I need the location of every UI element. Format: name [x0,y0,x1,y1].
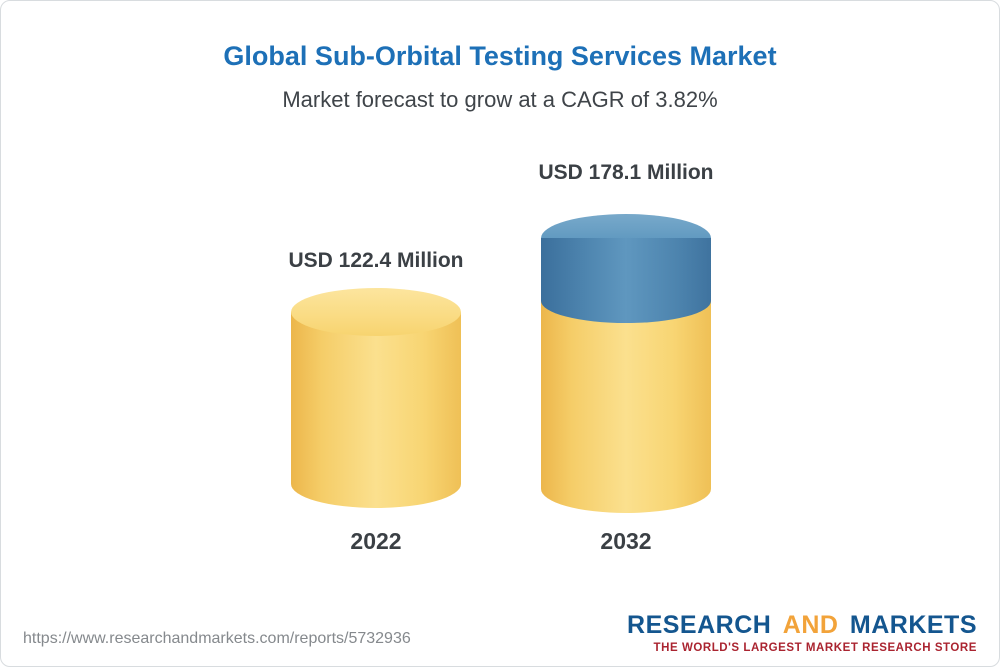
brand-logo-tagline: THE WORLD'S LARGEST MARKET RESEARCH STOR… [653,642,977,654]
brand-logo-research: RESEARCH [627,611,772,639]
cylinder-2022-body [291,312,461,508]
cylinder-2032-base-segment [541,301,711,513]
brand-logo: RESEARCH AND MARKETS THE WORLD'S LARGEST… [627,611,977,654]
report-url: https://www.researchandmarkets.com/repor… [23,630,411,647]
value-label-2022: USD 122.4 Million [288,249,464,272]
chart-title: Global Sub-Orbital Testing Services Mark… [223,41,777,71]
value-label-2032: USD 178.1 Million [538,161,714,184]
category-label-2022: 2022 [350,528,402,554]
cylinder-2032-growth-segment [541,238,711,323]
cylinder-2022-top-cap [291,288,461,336]
brand-logo-and: AND [782,611,839,639]
brand-logo-markets: MARKETS [849,611,977,639]
brand-logo-wordmark: RESEARCH AND MARKETS [627,611,977,640]
category-label-2032: 2032 [600,528,652,554]
chart-subtitle: Market forecast to grow at a CAGR of 3.8… [282,87,718,112]
